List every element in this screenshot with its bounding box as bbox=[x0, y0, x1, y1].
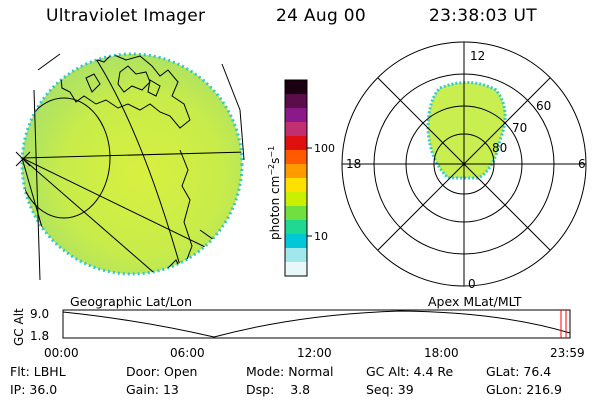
info-gain: Gain: 13 bbox=[126, 382, 179, 397]
mlt-label-12: 12 bbox=[470, 49, 485, 63]
info-mode: Mode: Normal bbox=[246, 364, 334, 379]
info-dsp: Dsp: 3.8 bbox=[246, 382, 311, 397]
colorbar-band bbox=[285, 234, 307, 249]
header-time: 23:38:03 UT bbox=[429, 6, 537, 26]
colorbar-unit: photon cm−2s−1 bbox=[267, 146, 282, 240]
colorbar-band bbox=[285, 192, 307, 207]
colorbar-band bbox=[285, 164, 307, 179]
lat-label-70: 70 bbox=[512, 121, 527, 135]
colorbar-band bbox=[285, 206, 307, 221]
timeline-xtick-2359: 23:59 bbox=[550, 346, 585, 360]
coastline bbox=[59, 54, 191, 129]
info-ip: IP: 36.0 bbox=[10, 382, 58, 397]
geographic-label: Geographic Lat/Lon bbox=[70, 294, 192, 309]
aurora-oval bbox=[426, 81, 507, 180]
info-flt: Flt: LBHL bbox=[10, 364, 66, 379]
timeline-ylabel: GC Alt bbox=[12, 308, 26, 346]
lat-line bbox=[22, 97, 111, 219]
timeline-ytick-1-8: 1.8 bbox=[30, 329, 49, 343]
colorbar-band bbox=[285, 248, 307, 263]
lat-label-60: 60 bbox=[536, 99, 551, 113]
colorbar-band bbox=[285, 136, 307, 151]
colorbar-band bbox=[285, 150, 307, 165]
timeline-xtick-0600: 06:00 bbox=[170, 346, 205, 360]
mlt-label-6: 6 bbox=[578, 157, 586, 171]
mlt-label-18: 18 bbox=[346, 157, 361, 171]
header-date: 24 Aug 00 bbox=[276, 6, 366, 26]
colorbar-band bbox=[285, 220, 307, 235]
info-glat: GLat: 76.4 bbox=[486, 364, 552, 379]
timeline-ytick-9: 9.0 bbox=[30, 307, 49, 321]
app-title: Ultraviolet Imager bbox=[46, 6, 206, 26]
colorbar-band bbox=[285, 262, 307, 277]
colorbar-tick-10: 10 bbox=[314, 230, 328, 243]
info-glon: GLon: 216.9 bbox=[486, 382, 562, 397]
colorbar-tick-100: 100 bbox=[314, 142, 335, 155]
lat-label-80: 80 bbox=[492, 141, 507, 155]
colorbar-band bbox=[285, 108, 307, 123]
mlt-label-0: 0 bbox=[468, 277, 476, 291]
timeline-xtick-1800: 18:00 bbox=[424, 346, 459, 360]
timeline-xtick-0000: 00:00 bbox=[44, 346, 79, 360]
timeline-xtick-1200: 12:00 bbox=[297, 346, 332, 360]
colorbar-band bbox=[285, 178, 307, 193]
info-door: Door: Open bbox=[126, 364, 198, 379]
info-gc-alt: GC Alt: 4.4 Re bbox=[366, 364, 454, 379]
colorbar-band bbox=[285, 94, 307, 109]
apex-label: Apex MLat/MLT bbox=[428, 294, 522, 309]
globe-disk bbox=[22, 54, 242, 274]
pole-marker bbox=[15, 151, 31, 167]
colorbar-band bbox=[285, 122, 307, 137]
info-seq: Seq: 39 bbox=[366, 382, 414, 397]
lon-line bbox=[85, 54, 185, 274]
altitude-curve bbox=[62, 310, 571, 338]
colorbar-band bbox=[285, 80, 307, 95]
